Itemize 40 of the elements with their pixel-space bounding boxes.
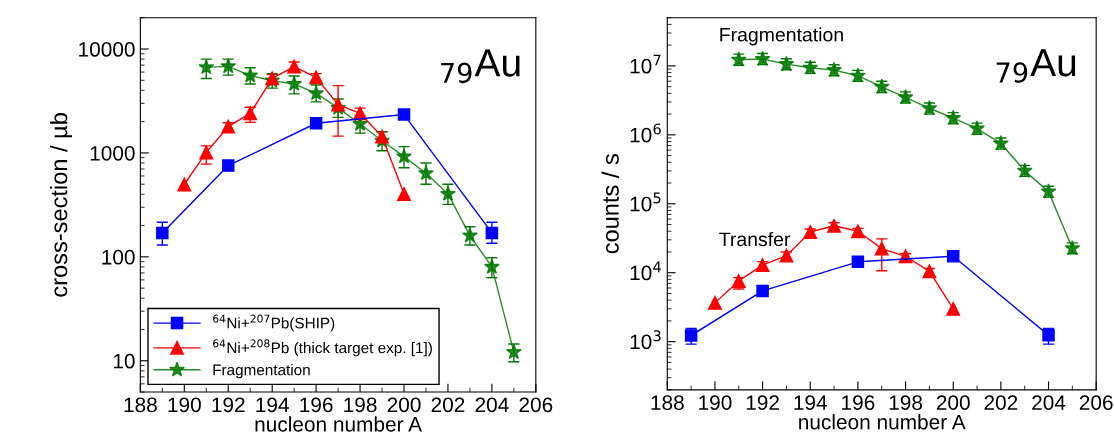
x-tick-label: 206 bbox=[1079, 395, 1113, 410]
annotation: $_{79}$Au bbox=[441, 49, 520, 84]
y-tick-label: 10$^{6}$ bbox=[630, 123, 661, 143]
x-axis-title: nucleon number A bbox=[799, 414, 966, 430]
x-tick-label: 206 bbox=[519, 397, 553, 413]
y-axis-title: counts / s bbox=[601, 154, 619, 254]
x-tick-label: 192 bbox=[746, 395, 779, 410]
legend-label: Fragmentation bbox=[213, 364, 310, 379]
x-axis-title: nucleon number A bbox=[255, 416, 423, 432]
annotation: Transfer bbox=[719, 231, 791, 247]
legend-label: $^{64}$Ni+$^{207}$Pb(SHIP) bbox=[213, 314, 335, 332]
x-tick-label: 188 bbox=[651, 395, 684, 410]
legend-label: $^{64}$Ni+$^{208}$Pb (thick target exp. [1]) bbox=[213, 339, 432, 357]
x-tick-label: 196 bbox=[300, 397, 333, 413]
x-tick-label: 202 bbox=[984, 395, 1018, 410]
y-tick-label: 1000 bbox=[90, 145, 135, 161]
y-tick-label: 100 bbox=[102, 249, 135, 265]
x-tick-label: 194 bbox=[794, 395, 828, 410]
annotation: Fragmentation bbox=[720, 27, 843, 46]
x-tick-label: 188 bbox=[124, 397, 157, 413]
x-tick-label: 196 bbox=[842, 395, 875, 410]
y-tick-label: 10$^{7}$ bbox=[630, 54, 661, 74]
x-tick-label: 194 bbox=[256, 397, 289, 413]
y-tick-label: 10$^{3}$ bbox=[630, 330, 661, 350]
x-tick-label: 190 bbox=[699, 395, 732, 410]
y-tick-label: 10$^{5}$ bbox=[630, 192, 661, 212]
y-axis-title: cross-section / µb bbox=[50, 113, 73, 297]
y-tick-label: 10$^{4}$ bbox=[630, 261, 661, 281]
y-tick-label: 10000 bbox=[79, 42, 135, 57]
x-tick-label: 200 bbox=[936, 395, 970, 410]
x-tick-label: 198 bbox=[344, 397, 377, 413]
annotation: $_{79}$Au bbox=[996, 49, 1076, 83]
x-tick-label: 200 bbox=[387, 397, 421, 413]
x-tick-label: 204 bbox=[475, 397, 509, 413]
y-tick-label: 10 bbox=[113, 353, 135, 369]
x-tick-label: 192 bbox=[212, 397, 245, 413]
x-tick-label: 202 bbox=[431, 397, 465, 413]
x-tick-label: 190 bbox=[168, 397, 201, 413]
x-tick-label: 204 bbox=[1032, 395, 1066, 410]
x-tick-label: 198 bbox=[889, 395, 923, 410]
